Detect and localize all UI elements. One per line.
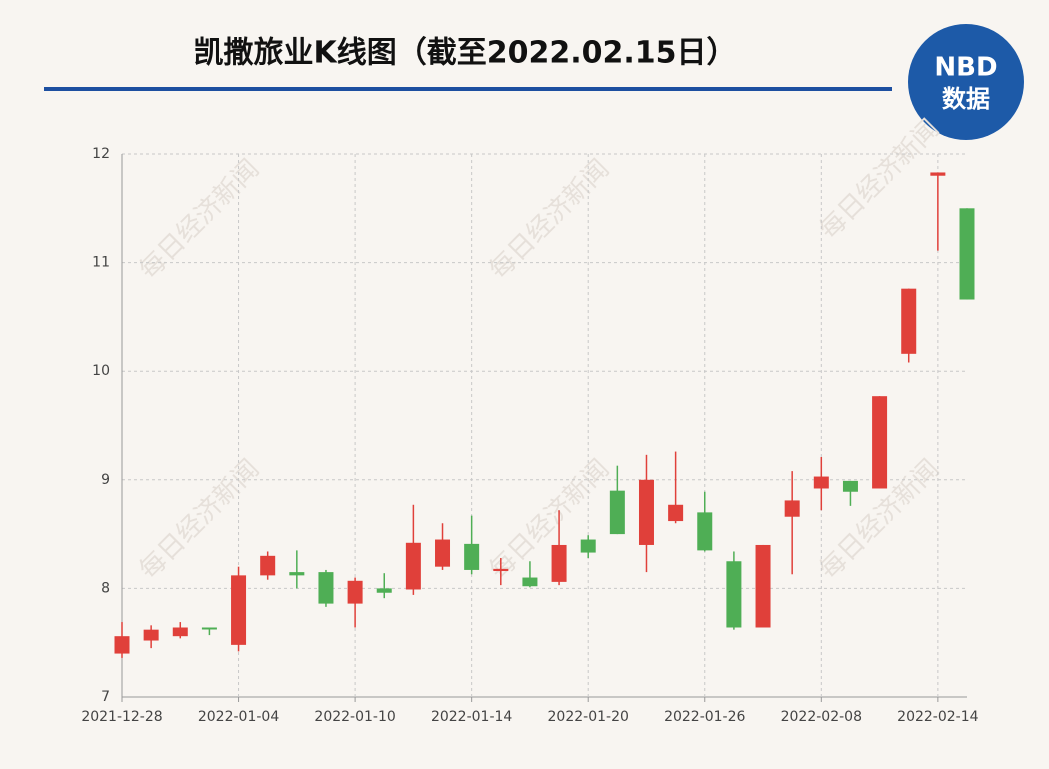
candle-body xyxy=(697,512,713,551)
candle-body xyxy=(435,539,451,567)
candle-body xyxy=(143,629,159,641)
logo-text: 数据 xyxy=(942,85,990,113)
candle-body xyxy=(551,544,567,582)
x-tick-label: 2022-02-14 xyxy=(897,709,978,725)
candle-body xyxy=(376,588,392,593)
candle-body xyxy=(405,542,421,590)
candle-body xyxy=(842,480,858,492)
candle-body xyxy=(172,627,188,637)
candle-body xyxy=(231,575,247,645)
x-tick-label: 2022-01-20 xyxy=(548,709,629,725)
candle-body xyxy=(347,580,363,604)
candle-body xyxy=(668,504,684,522)
y-tick-label: 8 xyxy=(101,580,110,596)
y-tick-label: 9 xyxy=(101,472,110,488)
y-tick-label: 7 xyxy=(101,689,110,705)
x-tick-label: 2022-01-04 xyxy=(198,709,279,725)
logo-text: NBD xyxy=(934,53,997,83)
candle-body xyxy=(726,561,742,628)
x-tick-label: 2022-01-10 xyxy=(314,709,395,725)
candle-body xyxy=(318,572,334,604)
chart-title: 凯撒旅业K线图（截至2022.02.15日） xyxy=(193,36,736,71)
candle-body xyxy=(813,476,829,489)
candle-body xyxy=(114,636,130,654)
y-tick-label: 12 xyxy=(92,146,110,162)
candle-body xyxy=(609,490,625,535)
candle-body xyxy=(201,627,217,630)
candle-body xyxy=(784,500,800,517)
candle-body xyxy=(638,479,654,545)
candle-body xyxy=(464,543,480,570)
x-tick-label: 2022-01-26 xyxy=(664,709,745,725)
plot: 7 8 9 10 11 12 2021-12-28 2022-01-04 2022-01-10 2… xyxy=(81,146,978,725)
y-tick-label: 10 xyxy=(92,363,110,379)
candle-body xyxy=(959,208,975,300)
y-tick-label: 11 xyxy=(92,255,110,271)
x-tick-label: 2022-01-14 xyxy=(431,709,512,725)
candle-body xyxy=(260,555,276,576)
candle-body xyxy=(493,568,509,572)
candle-body xyxy=(901,288,917,354)
candle-body xyxy=(872,396,888,489)
candle-body xyxy=(289,572,305,576)
candle-body xyxy=(522,577,538,587)
x-tick-label: 2021-12-28 xyxy=(81,709,162,725)
x-tick-label: 2022-02-08 xyxy=(781,709,862,725)
candle-body xyxy=(755,544,771,628)
candle-body xyxy=(930,172,946,176)
logo xyxy=(908,24,1024,140)
candle-body xyxy=(580,539,596,553)
